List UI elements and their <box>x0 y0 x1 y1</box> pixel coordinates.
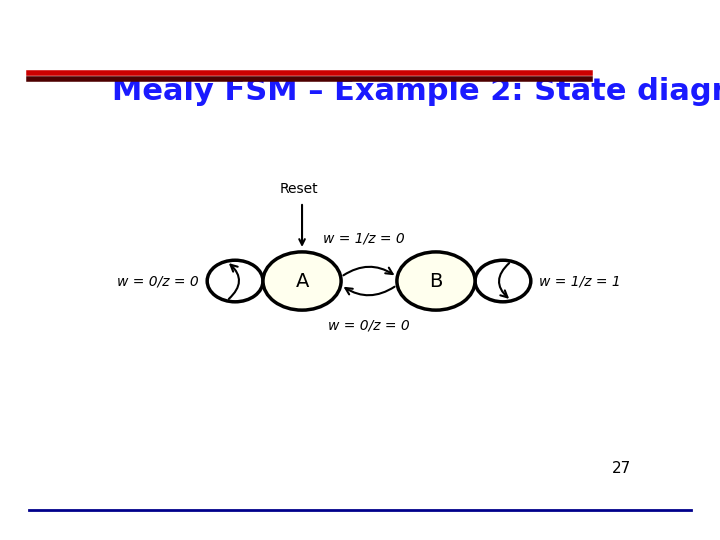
FancyArrowPatch shape <box>229 265 239 299</box>
Text: Reset: Reset <box>280 182 318 196</box>
Circle shape <box>397 252 475 310</box>
Text: 27: 27 <box>612 462 631 476</box>
Text: Mealy FSM – Example 2: State diagram: Mealy FSM – Example 2: State diagram <box>112 77 720 106</box>
Text: w = 1/z = 1: w = 1/z = 1 <box>539 274 621 288</box>
FancyArrowPatch shape <box>499 263 509 298</box>
FancyArrowPatch shape <box>346 287 395 295</box>
FancyArrowPatch shape <box>343 267 392 275</box>
Text: w = 0/z = 0: w = 0/z = 0 <box>117 274 199 288</box>
Circle shape <box>263 252 341 310</box>
Text: w = 1/z = 0: w = 1/z = 0 <box>323 232 405 246</box>
Text: w = 0/z = 0: w = 0/z = 0 <box>328 319 410 333</box>
Text: A: A <box>295 272 309 291</box>
Text: B: B <box>429 272 443 291</box>
